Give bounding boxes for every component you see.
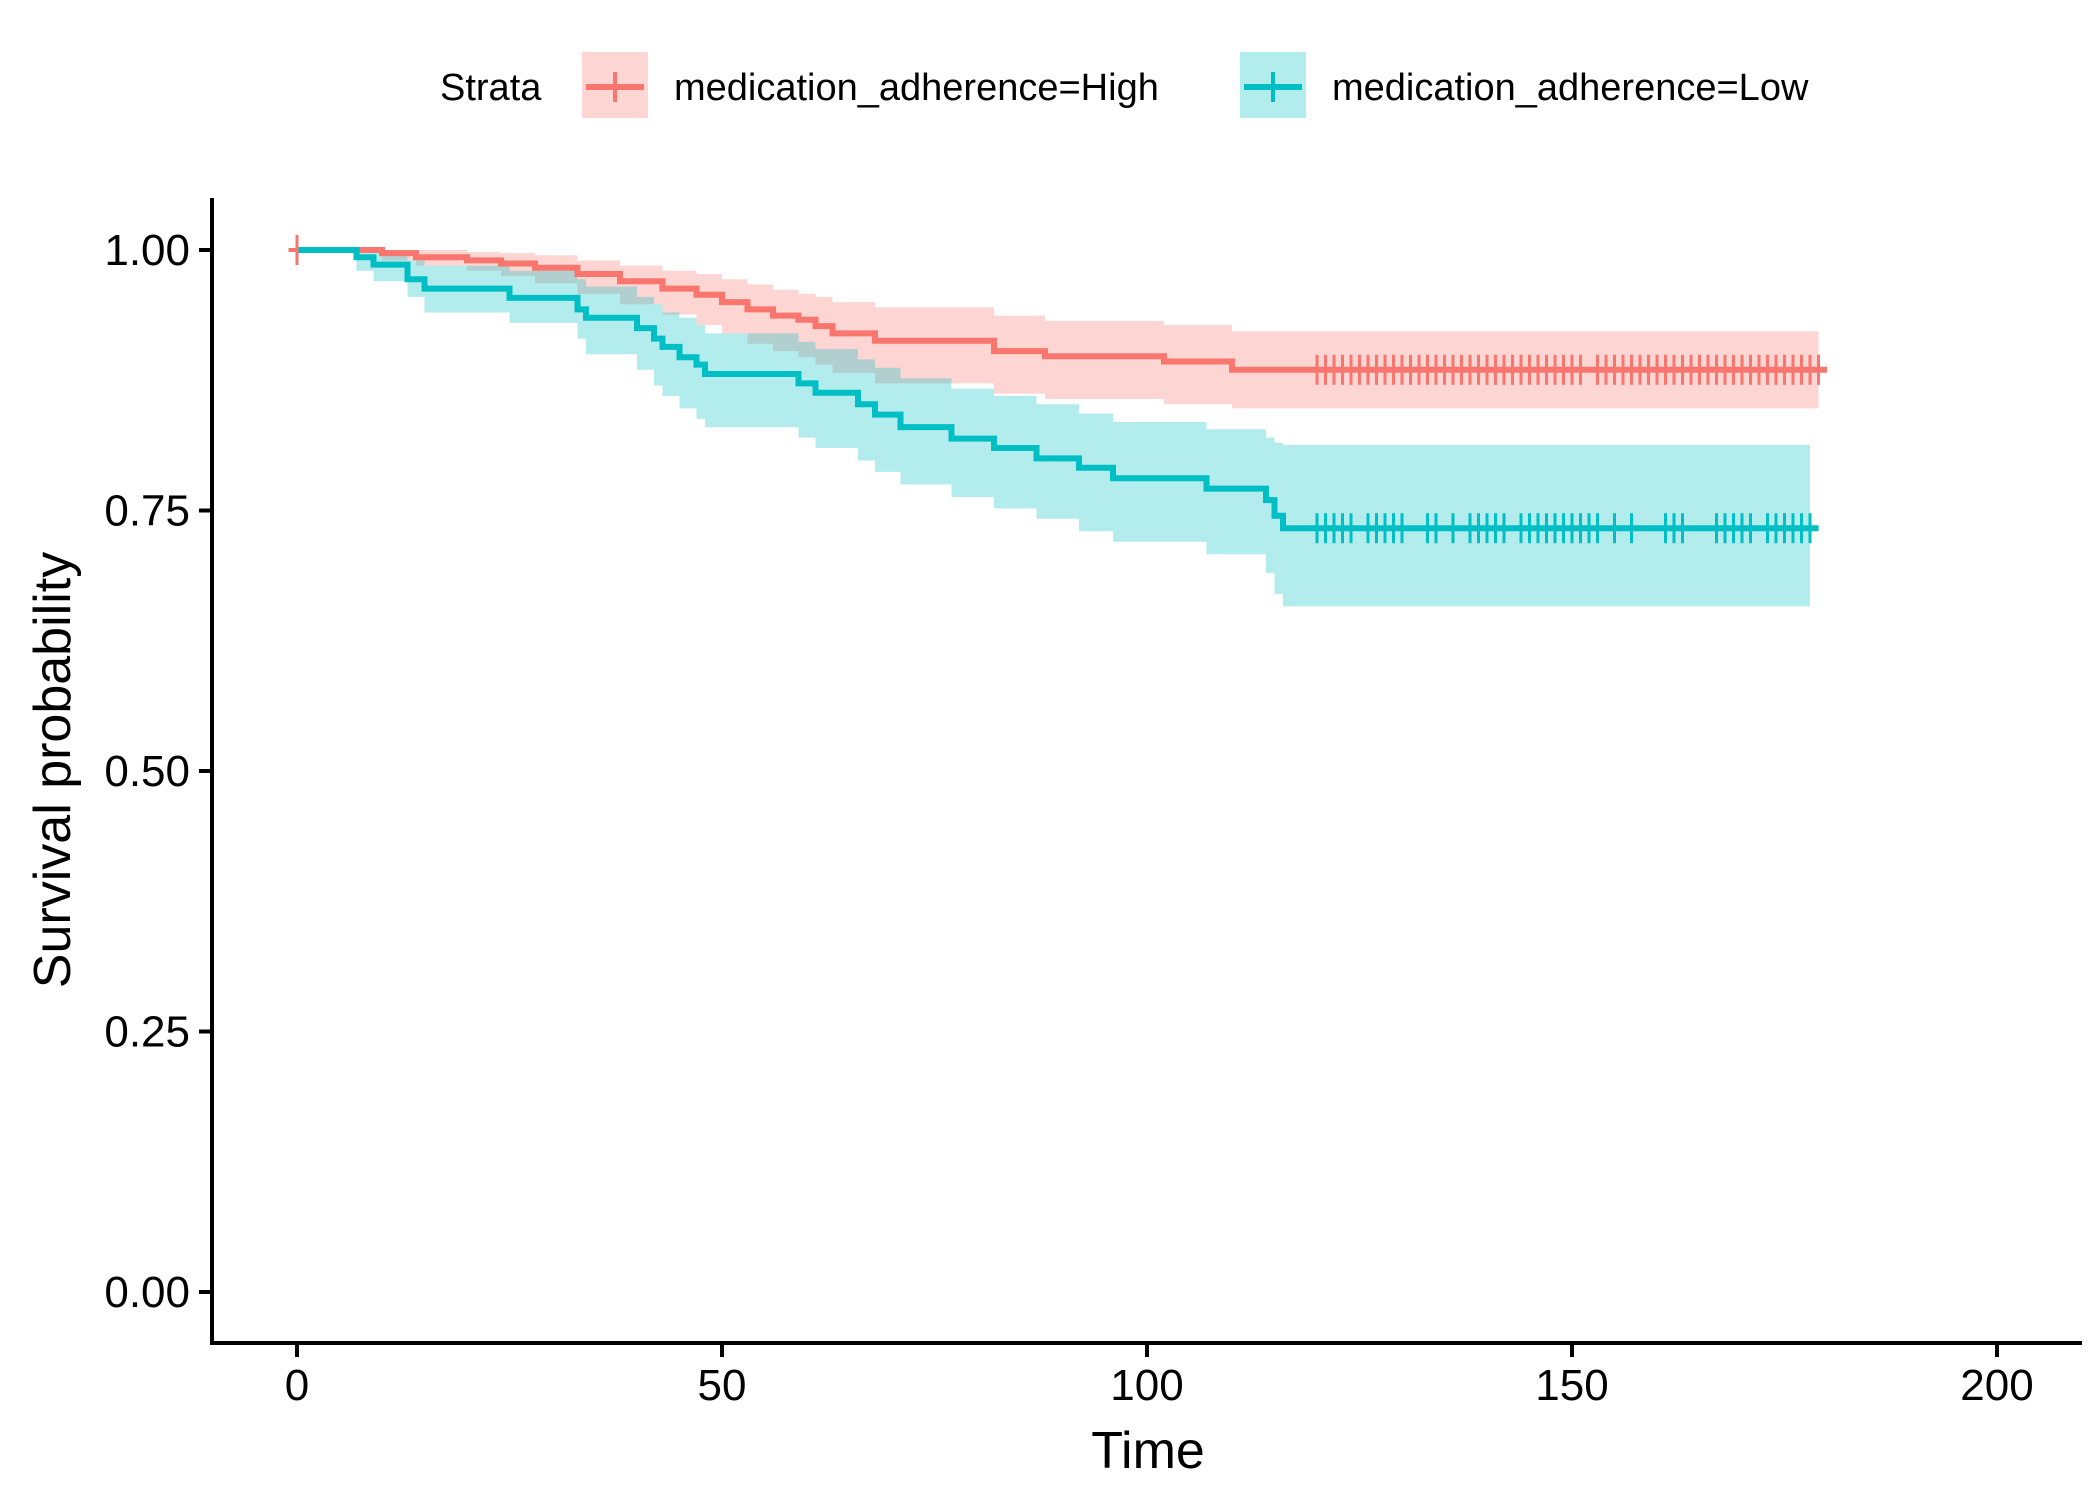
survival-curves [297, 247, 1827, 532]
x-axis-title: Time [1091, 1422, 1205, 1480]
survival-curve-high [297, 247, 1827, 373]
y-tick-label: 1.00 [104, 226, 190, 275]
y-tick-label: 0.75 [104, 487, 190, 536]
confidence-bands [297, 250, 1819, 607]
legend-label-high: medication_adherence=High [674, 67, 1159, 109]
y-axis-title: Survival probability [24, 552, 82, 988]
y-axis-ticks: 0.00 0.25 0.50 0.75 1.00 [104, 226, 212, 1317]
x-tick-label: 50 [698, 1361, 747, 1410]
legend-title: Strata [440, 67, 542, 109]
survival-curve-low [297, 247, 1819, 532]
x-tick-label: 200 [1960, 1361, 2033, 1410]
x-tick-label: 150 [1535, 1361, 1608, 1410]
y-tick-label: 0.00 [104, 1268, 190, 1317]
ci-band-low [297, 250, 1810, 607]
legend-key-high [582, 52, 648, 118]
censor-marks [288, 235, 1820, 544]
legend-label-low: medication_adherence=Low [1332, 67, 1809, 109]
legend-key-low [1240, 52, 1306, 118]
legend: Strata medication_adherence=High medicat… [440, 52, 1809, 118]
y-tick-label: 0.25 [104, 1008, 190, 1057]
x-tick-label: 100 [1110, 1361, 1183, 1410]
x-tick-label: 0 [285, 1361, 309, 1410]
x-axis-ticks: 0 50 100 150 200 [285, 1343, 2034, 1410]
y-tick-label: 0.50 [104, 747, 190, 796]
